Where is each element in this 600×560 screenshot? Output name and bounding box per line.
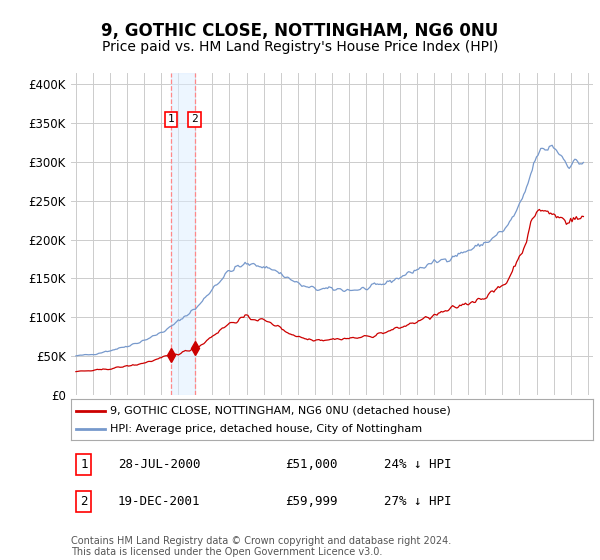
Text: £59,999: £59,999 [285,495,337,508]
Text: 9, GOTHIC CLOSE, NOTTINGHAM, NG6 0NU: 9, GOTHIC CLOSE, NOTTINGHAM, NG6 0NU [101,22,499,40]
Bar [171,73,194,395]
Text: 1: 1 [80,458,88,471]
Text: 2: 2 [80,495,88,508]
Text: £51,000: £51,000 [285,458,337,471]
Text: 27% ↓ HPI: 27% ↓ HPI [384,495,452,508]
Text: 9, GOTHIC CLOSE, NOTTINGHAM, NG6 0NU (detached house): 9, GOTHIC CLOSE, NOTTINGHAM, NG6 0NU (de… [110,405,451,416]
Text: Contains HM Land Registry data © Crown copyright and database right 2024.
This d: Contains HM Land Registry data © Crown c… [71,535,451,557]
Text: 24% ↓ HPI: 24% ↓ HPI [384,458,452,471]
Text: Price paid vs. HM Land Registry's House Price Index (HPI): Price paid vs. HM Land Registry's House … [102,40,498,54]
Text: 28-JUL-2000: 28-JUL-2000 [118,458,200,471]
Text: 19-DEC-2001: 19-DEC-2001 [118,495,200,508]
Text: HPI: Average price, detached house, City of Nottingham: HPI: Average price, detached house, City… [110,424,422,434]
Text: 1: 1 [167,114,175,124]
Text: 2: 2 [191,114,198,124]
